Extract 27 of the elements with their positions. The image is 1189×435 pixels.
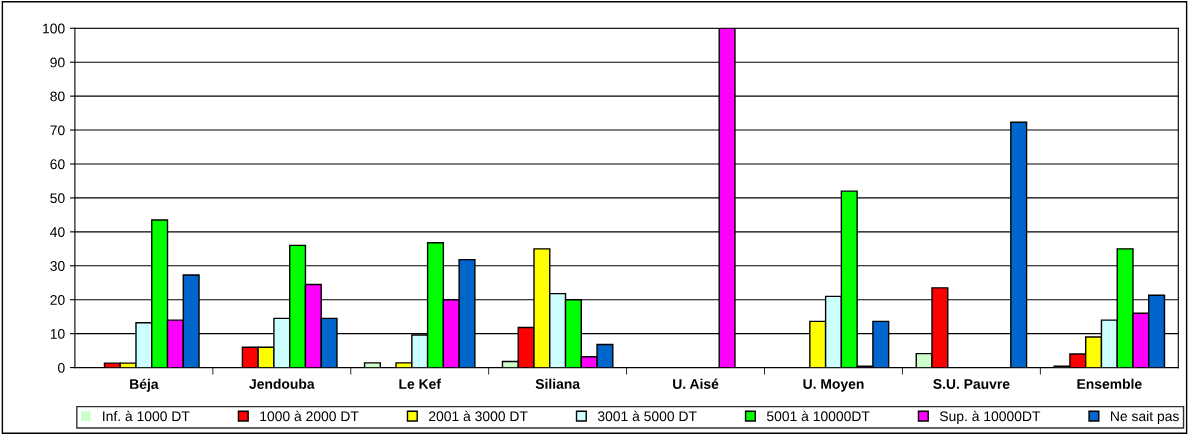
legend-label: 2001 à 3000 DT — [429, 410, 528, 422]
y-tick-label: 20 — [50, 295, 65, 305]
x-tick-label: S.U. Pauvre — [933, 379, 1010, 389]
legend-label: Sup. à 10000DT — [939, 410, 1041, 424]
x-tick-label: Siliana — [535, 378, 581, 389]
legend-label: 5001 à 10000DT — [766, 410, 870, 422]
x-tick-label: Jendouba — [249, 378, 315, 389]
legend-label: Ne sait pas — [1111, 410, 1179, 424]
x-tick-label: Ensemble — [1077, 378, 1142, 389]
y-tick-label: 100 — [43, 23, 65, 34]
bar — [363, 362, 382, 368]
x-tick-label: Béja — [130, 378, 159, 392]
x-tick-label: Le Kef — [399, 378, 441, 389]
y-tick-label: 50 — [50, 193, 65, 204]
y-tick-label: 70 — [50, 125, 65, 136]
y-tick-label: 0 — [58, 362, 65, 373]
x-tick-label: U. Moyen — [803, 379, 864, 392]
y-tick-label: 30 — [50, 261, 65, 271]
legend-label: 1000 à 2000 DT — [260, 410, 359, 422]
y-tick-label: 90 — [50, 57, 65, 68]
y-tick-label: 40 — [50, 227, 65, 238]
y-tick-label: 60 — [50, 159, 65, 170]
x-tick-label: U. Aisé — [673, 378, 719, 389]
y-tick-label: 10 — [50, 328, 65, 339]
legend-label: Inf. à 1000 DT — [103, 410, 190, 422]
y-tick-label: 80 — [50, 91, 65, 102]
legend-label: 3001 à 5000 DT — [597, 410, 697, 422]
